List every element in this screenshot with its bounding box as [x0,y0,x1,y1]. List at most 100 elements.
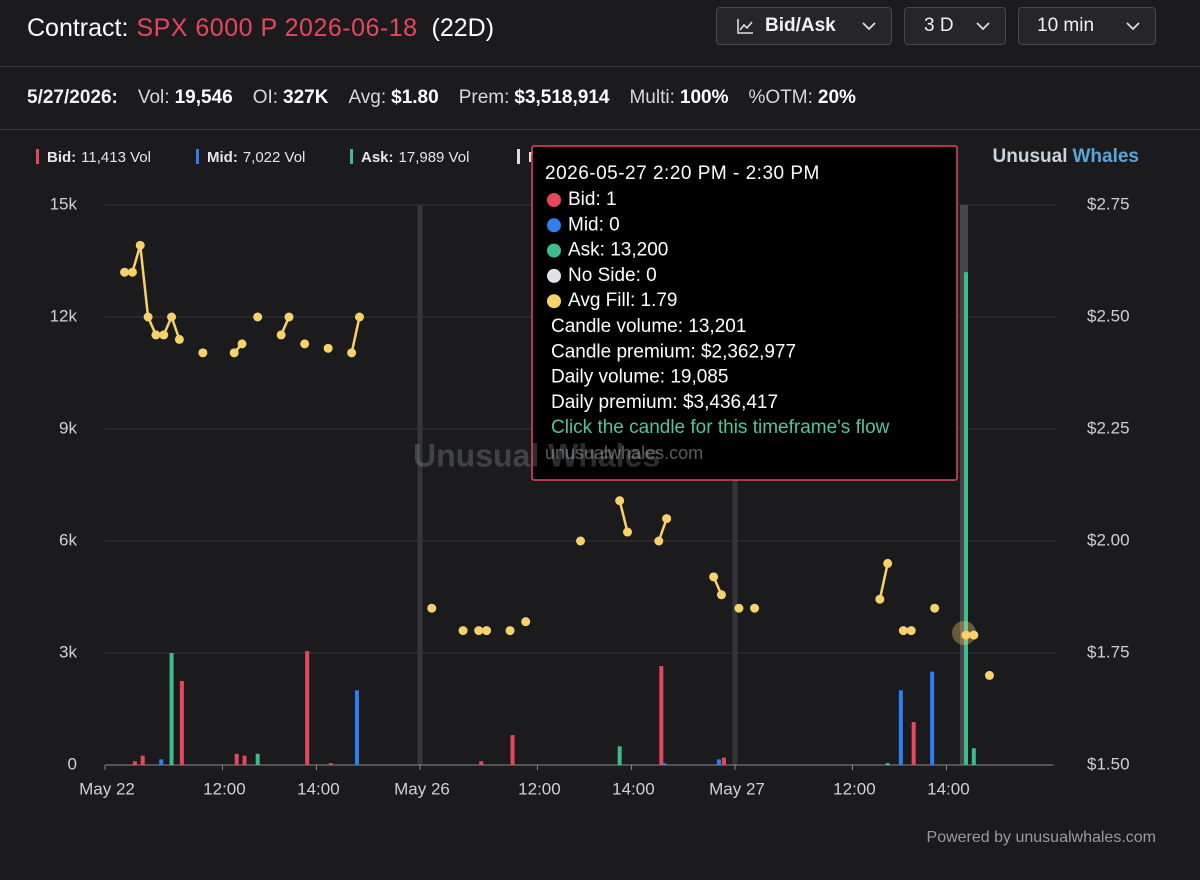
avg-fill-point [654,536,664,546]
avg-fill-line [350,316,361,354]
tooltip-line: Daily premium: $3,436,417 [551,392,778,413]
x-tick-label: May 27 [709,779,765,798]
bar [255,753,260,765]
y2-tick-label: $1.75 [1087,642,1130,661]
avg-fill-point [709,572,719,582]
bar [179,681,184,765]
avg-fill-point [662,514,672,524]
tooltip-dot [547,268,561,283]
avg-fill-point [174,334,184,344]
bar [132,761,137,765]
bar [479,761,484,765]
tooltip-dot [547,218,561,233]
bar [140,755,145,765]
legend-value: 7,022 Vol [243,149,306,166]
avg-fill-point [135,240,145,250]
stat-value: 327K [283,87,329,108]
contract-label: Contract: [27,13,129,42]
avg-fill-point [984,670,994,680]
stat-value: $3,518,914 [514,87,610,108]
bar [898,690,903,765]
avg-fill-point [576,536,586,546]
brand-second: Whales [1072,146,1139,167]
x-tick-label: 14:00 [297,779,340,798]
tooltip-item: Bid: 1 [568,189,617,210]
x-tick-label: 14:00 [612,779,655,798]
avg-fill-point [427,603,437,613]
avg-fill-point [276,330,286,340]
avg-fill-point [930,603,940,613]
y-tick-label: 3k [59,642,77,661]
avg-fill-point [961,630,971,640]
x-tick-label: May 22 [79,779,135,798]
tooltip-item: No Side: 0 [568,265,657,286]
y-tick-label: 6k [59,530,77,549]
y-tick-label: 12k [50,306,78,325]
tooltip-line: Candle premium: $2,362,977 [551,341,796,362]
stat-value: 19,546 [174,87,233,108]
legend-item: Bid: 11,413 Vol [47,149,151,166]
chevron [976,22,990,31]
bar [659,666,664,765]
interval-dropdown[interactable]: 10 min [1018,7,1156,45]
avg-fill-point [347,348,357,358]
y-tick-label: 9k [59,418,77,437]
bar [885,763,890,765]
x-tick-label: 12:00 [518,779,561,798]
range-dropdown[interactable]: 3 D [904,7,1006,45]
avg-fill-point [521,617,531,627]
legend-item: Mid: 7,022 Vol [207,149,305,166]
tooltip-item: Ask: 13,200 [568,240,668,261]
tooltip-item: Avg Fill: 1.79 [568,290,677,311]
x-tick-label: 12:00 [833,779,876,798]
stat: Multi: 100% [629,87,728,109]
stat-label: Prem: [458,87,510,108]
y2-tick-label: $2.25 [1087,418,1130,437]
avg-fill-line [131,244,142,273]
avg-fill-point [354,312,364,322]
stat: OI: 327K [253,87,329,109]
avg-fill-point [750,603,760,613]
bar [911,722,916,765]
stat-label: OI: [252,87,279,108]
tooltip-title: 2026-05-27 2:20 PM - 2:30 PM [545,163,820,184]
avg-fill-point [716,590,726,600]
legend-label: Bid: [47,149,76,166]
avg-fill-point [622,527,632,537]
bar [510,735,515,765]
contract-header: Contract: SPX 6000 P 2026-06-18 (22D) [27,10,494,46]
tooltip [531,145,958,481]
chart-icon [737,19,753,34]
avg-fill-point [482,626,492,636]
y2-tick-label: $2.00 [1087,530,1130,549]
day-separator [417,205,423,765]
contract-name: SPX 6000 P 2026-06-18 [136,13,418,42]
bar [716,759,721,765]
y2-tick-label: $1.50 [1087,754,1130,773]
y-tick-label: 0 [68,754,77,773]
avg-fill-point [969,630,979,640]
stat-value: 100% [679,87,729,108]
stat: Vol: 19,546 [138,87,233,109]
brand-first: Unusual [993,146,1068,167]
bar [234,753,239,765]
legend-label: Ask: [361,149,394,166]
legend-item: Ask: 17,989 Vol [361,149,469,166]
x-tick-label: 12:00 [203,779,246,798]
tooltip-link: Click the candle for this timeframe's fl… [551,417,890,438]
chart-mode-dropdown[interactable]: Bid/Ask [716,7,892,45]
x-tick-label: May 26 [394,779,450,798]
avg-fill-line [618,500,629,533]
avg-fill-point [323,343,333,353]
tooltip-line: Candle volume: 13,201 [551,316,746,337]
avg-fill-point [151,330,161,340]
stats-row: 5/27/2026: Vol: 19,546 OI: 327K Avg: $1.80 Pre… [0,66,1200,130]
brand: Unusual Whales [993,146,1139,167]
x-tick-label: 14:00 [927,779,970,798]
avg-fill-point [505,626,515,636]
stat: Prem: $3,518,914 [459,87,610,109]
legend-swatch [196,149,199,164]
dropdown-label: 3 D [924,15,954,36]
